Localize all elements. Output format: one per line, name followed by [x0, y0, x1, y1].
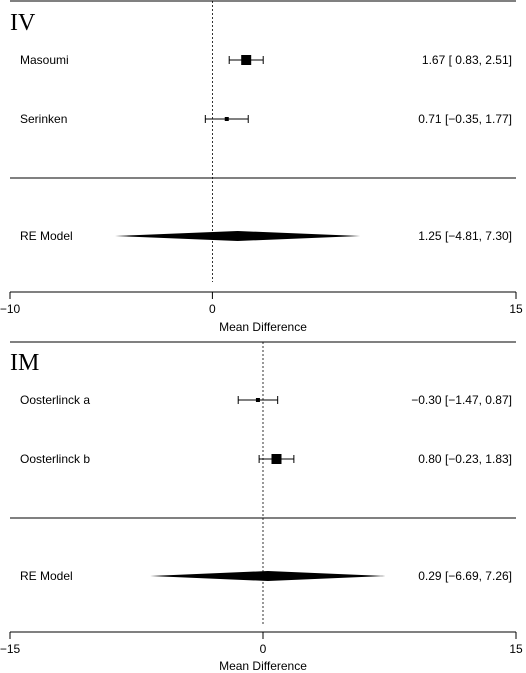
x-axis-title: Mean Difference: [219, 320, 307, 334]
summary-diamond: [115, 231, 361, 241]
study-label: Serinken: [20, 112, 67, 126]
x-tick-label: −10: [0, 302, 21, 316]
ci-label: 0.71 [−0.35, 1.77]: [418, 112, 512, 126]
study-row: Oosterlinck b 0.80 [−0.23, 1.83]: [20, 452, 512, 466]
study-row: Serinken 0.71 [−0.35, 1.77]: [20, 112, 512, 126]
panel-label: IV: [10, 10, 36, 36]
point-estimate: [241, 55, 252, 65]
x-tick-label: 15: [509, 302, 523, 316]
x-axis-title: Mean Difference: [219, 659, 307, 673]
ci-label: 1.25 [−4.81, 7.30]: [418, 229, 512, 243]
forest-panel-iv: IV Masoumi 1.67 [ 0.83, 2.51] Serinken 0…: [0, 0, 523, 334]
point-estimate: [224, 117, 229, 121]
panel-label: IM: [10, 350, 39, 376]
summary-label: RE Model: [20, 569, 73, 583]
study-label: Oosterlinck b: [20, 452, 90, 466]
study-label: Masoumi: [20, 53, 69, 67]
x-tick-label: 15: [509, 642, 523, 656]
x-tick-label: 0: [209, 302, 216, 316]
study-row: Masoumi 1.67 [ 0.83, 2.51]: [20, 53, 512, 67]
point-estimate: [271, 454, 282, 464]
summary-label: RE Model: [20, 229, 73, 243]
x-axis: −10 0 15 Mean Difference: [0, 291, 523, 334]
summary-row: RE Model 0.29 [−6.69, 7.26]: [20, 569, 512, 583]
summary-diamond: [150, 571, 386, 581]
study-row: Oosterlinck a −0.30 [−1.47, 0.87]: [20, 393, 512, 407]
ci-label: 0.80 [−0.23, 1.83]: [418, 452, 512, 466]
ci-label: −0.30 [−1.47, 0.87]: [411, 393, 512, 407]
ci-label: 1.67 [ 0.83, 2.51]: [422, 53, 512, 67]
ci-label: 0.29 [−6.69, 7.26]: [418, 569, 512, 583]
forest-panel-im: IM Oosterlinck a −0.30 [−1.47, 0.87] Oos…: [0, 341, 523, 673]
x-axis: −15 0 15 Mean Difference: [0, 631, 523, 673]
x-tick-label: −15: [0, 642, 21, 656]
x-tick-label: 0: [260, 642, 267, 656]
summary-row: RE Model 1.25 [−4.81, 7.30]: [20, 229, 512, 243]
study-label: Oosterlinck a: [20, 393, 90, 407]
point-estimate: [255, 398, 260, 402]
